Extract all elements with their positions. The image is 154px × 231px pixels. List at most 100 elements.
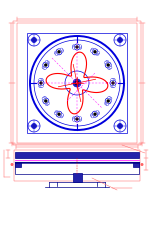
Circle shape: [108, 96, 110, 99]
Circle shape: [74, 116, 80, 122]
Circle shape: [55, 52, 57, 55]
Circle shape: [113, 85, 115, 88]
Circle shape: [72, 45, 75, 47]
Circle shape: [41, 79, 43, 81]
Circle shape: [60, 48, 63, 50]
Bar: [27, 33, 127, 133]
Circle shape: [97, 52, 99, 55]
Circle shape: [112, 78, 114, 81]
Circle shape: [45, 103, 48, 106]
Circle shape: [65, 71, 89, 95]
Circle shape: [72, 46, 75, 48]
Bar: [14, 150, 140, 181]
Circle shape: [61, 114, 64, 116]
Circle shape: [105, 61, 108, 63]
Bar: [73, 173, 81, 182]
Circle shape: [11, 164, 13, 165]
Circle shape: [109, 97, 111, 99]
Circle shape: [91, 48, 94, 50]
Circle shape: [108, 67, 110, 70]
Circle shape: [118, 37, 122, 43]
Circle shape: [114, 120, 126, 132]
Circle shape: [110, 80, 116, 86]
Circle shape: [94, 51, 96, 53]
Circle shape: [109, 67, 111, 69]
Circle shape: [42, 97, 45, 100]
Circle shape: [41, 85, 43, 88]
Circle shape: [55, 53, 58, 56]
Circle shape: [91, 115, 93, 117]
Circle shape: [109, 97, 112, 100]
Circle shape: [107, 64, 109, 66]
Circle shape: [111, 85, 113, 88]
Circle shape: [90, 114, 93, 116]
Circle shape: [28, 34, 40, 46]
Circle shape: [104, 102, 107, 105]
Circle shape: [79, 47, 82, 49]
Circle shape: [46, 103, 49, 105]
Circle shape: [54, 112, 57, 115]
Circle shape: [76, 118, 78, 120]
Circle shape: [94, 113, 96, 115]
Circle shape: [112, 85, 114, 88]
Circle shape: [40, 78, 42, 81]
Circle shape: [109, 66, 112, 69]
Circle shape: [76, 46, 78, 48]
Circle shape: [74, 44, 80, 50]
Circle shape: [43, 67, 45, 69]
Circle shape: [79, 46, 82, 48]
Circle shape: [112, 82, 114, 84]
Bar: [17, 23, 137, 143]
Circle shape: [118, 124, 122, 128]
Circle shape: [44, 67, 46, 70]
Circle shape: [105, 98, 111, 104]
Bar: [15, 162, 139, 174]
Circle shape: [72, 47, 75, 49]
Circle shape: [58, 113, 60, 115]
Circle shape: [32, 124, 36, 128]
Circle shape: [61, 115, 63, 117]
Circle shape: [58, 51, 60, 53]
Circle shape: [106, 103, 109, 106]
Circle shape: [28, 120, 40, 132]
Bar: [15, 162, 21, 167]
Circle shape: [56, 111, 62, 117]
Circle shape: [72, 117, 75, 119]
Circle shape: [114, 34, 126, 46]
Circle shape: [72, 118, 75, 120]
Circle shape: [79, 117, 82, 119]
Circle shape: [40, 85, 42, 88]
Circle shape: [96, 53, 99, 56]
Circle shape: [92, 49, 98, 55]
Circle shape: [39, 85, 41, 88]
Circle shape: [39, 79, 41, 81]
Bar: [13, 21, 141, 145]
Circle shape: [32, 37, 36, 43]
Circle shape: [45, 64, 47, 66]
Circle shape: [79, 119, 82, 121]
Circle shape: [79, 118, 82, 120]
Bar: [15, 152, 139, 158]
Circle shape: [90, 50, 93, 52]
Circle shape: [91, 49, 93, 51]
Circle shape: [96, 110, 99, 113]
Circle shape: [97, 52, 100, 54]
Circle shape: [55, 110, 58, 113]
Circle shape: [43, 62, 49, 68]
Circle shape: [45, 60, 48, 63]
Circle shape: [55, 111, 57, 114]
Bar: [133, 162, 139, 167]
Circle shape: [73, 79, 81, 87]
Circle shape: [43, 97, 45, 99]
Circle shape: [105, 62, 111, 68]
Circle shape: [54, 52, 57, 54]
Circle shape: [40, 82, 42, 84]
Circle shape: [141, 164, 143, 165]
Circle shape: [111, 79, 113, 81]
Circle shape: [107, 100, 109, 102]
Circle shape: [47, 102, 50, 105]
Circle shape: [46, 61, 49, 63]
Circle shape: [79, 45, 82, 47]
Circle shape: [106, 60, 109, 63]
Circle shape: [104, 61, 107, 64]
